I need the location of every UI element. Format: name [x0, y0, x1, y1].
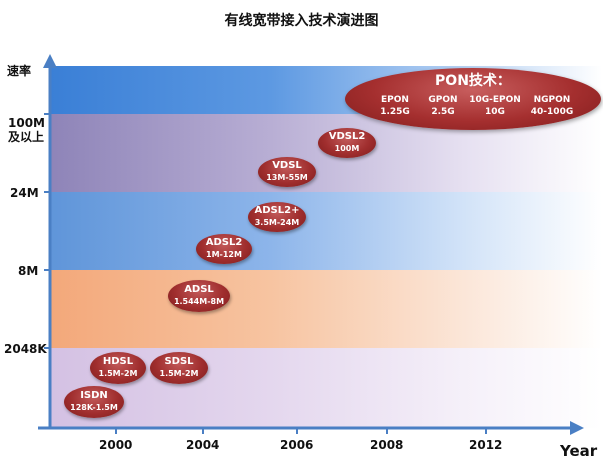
x-label-2004: 2004	[186, 438, 220, 452]
y-label-24m: 24M	[10, 186, 39, 200]
pon-item-10g-epon: 10G-EPON 10G	[467, 94, 523, 118]
node-vdsl-name: VDSL	[272, 160, 302, 171]
pon-item-epon-speed: 1.25G	[380, 107, 410, 117]
node-sdsl: SDSL 1.5M-2M	[150, 352, 208, 384]
x-axis-arrow	[570, 421, 584, 435]
node-vdsl-speed: 13M-55M	[266, 173, 308, 182]
pon-item-gpon: GPON 2.5G	[423, 94, 463, 118]
pon-group: PON技术： EPON 1.25G GPON 2.5G 10G-EPON 10G…	[345, 68, 601, 130]
node-adsl2-name: ADSL2	[205, 237, 243, 248]
band-24m	[50, 192, 602, 270]
pon-item-epon-name: EPON	[381, 95, 409, 105]
pon-item-epon: EPON 1.25G	[375, 94, 415, 118]
x-label-2012: 2012	[469, 438, 503, 452]
x-label-2000: 2000	[99, 438, 133, 452]
node-vdsl2-name: VDSL2	[328, 131, 366, 142]
pon-item-10g-epon-name: 10G-EPON	[469, 95, 521, 105]
x-axis-title: Year	[560, 442, 598, 460]
node-adsl2plus-speed: 3.5M-24M	[254, 218, 300, 227]
node-vdsl2-speed: 100M	[334, 144, 360, 153]
pon-item-ngpon-name: NGPON	[533, 95, 571, 105]
node-adsl: ADSL 1.544M-8M	[168, 280, 230, 312]
x-label-2006: 2006	[280, 438, 314, 452]
y-label-2048k: 2048K	[4, 342, 47, 356]
node-sdsl-name: SDSL	[164, 356, 194, 367]
node-adsl-name: ADSL	[184, 284, 214, 295]
node-hdsl-name: HDSL	[102, 356, 134, 367]
node-adsl2plus-name: ADSL2+	[254, 205, 300, 216]
node-adsl2plus: ADSL2+ 3.5M-24M	[248, 202, 306, 232]
pon-item-gpon-name: GPON	[428, 95, 458, 105]
node-vdsl2: VDSL2 100M	[318, 128, 376, 158]
node-sdsl-speed: 1.5M-2M	[159, 369, 199, 378]
node-adsl-speed: 1.544M-8M	[173, 297, 225, 306]
node-hdsl-speed: 1.5M-2M	[98, 369, 138, 378]
node-isdn-name: ISDN	[80, 390, 108, 401]
y-axis-title: 速率	[7, 64, 32, 78]
pon-item-ngpon: NGPON 40-100G	[527, 94, 577, 118]
node-vdsl: VDSL 13M-55M	[258, 157, 316, 187]
node-adsl2: ADSL2 1M-12M	[196, 234, 252, 264]
node-hdsl: HDSL 1.5M-2M	[90, 352, 146, 384]
y-label-100m: 100M 及以上	[8, 116, 45, 144]
node-isdn-speed: 128K-1.5M	[70, 403, 118, 412]
pon-title: PON技术：	[435, 73, 511, 89]
node-isdn: ISDN 128K-1.5M	[64, 386, 124, 418]
band-8m	[50, 270, 602, 348]
y-label-8m: 8M	[18, 264, 39, 278]
pon-item-10g-epon-speed: 10G	[485, 107, 505, 117]
node-adsl2-speed: 1M-12M	[206, 250, 242, 259]
diagram-title: 有线宽带接入技术演进图	[224, 13, 379, 29]
y-axis-arrow	[43, 54, 57, 68]
x-label-2008: 2008	[370, 438, 404, 452]
pon-item-ngpon-speed: 40-100G	[530, 107, 574, 117]
pon-item-gpon-speed: 2.5G	[431, 107, 455, 117]
